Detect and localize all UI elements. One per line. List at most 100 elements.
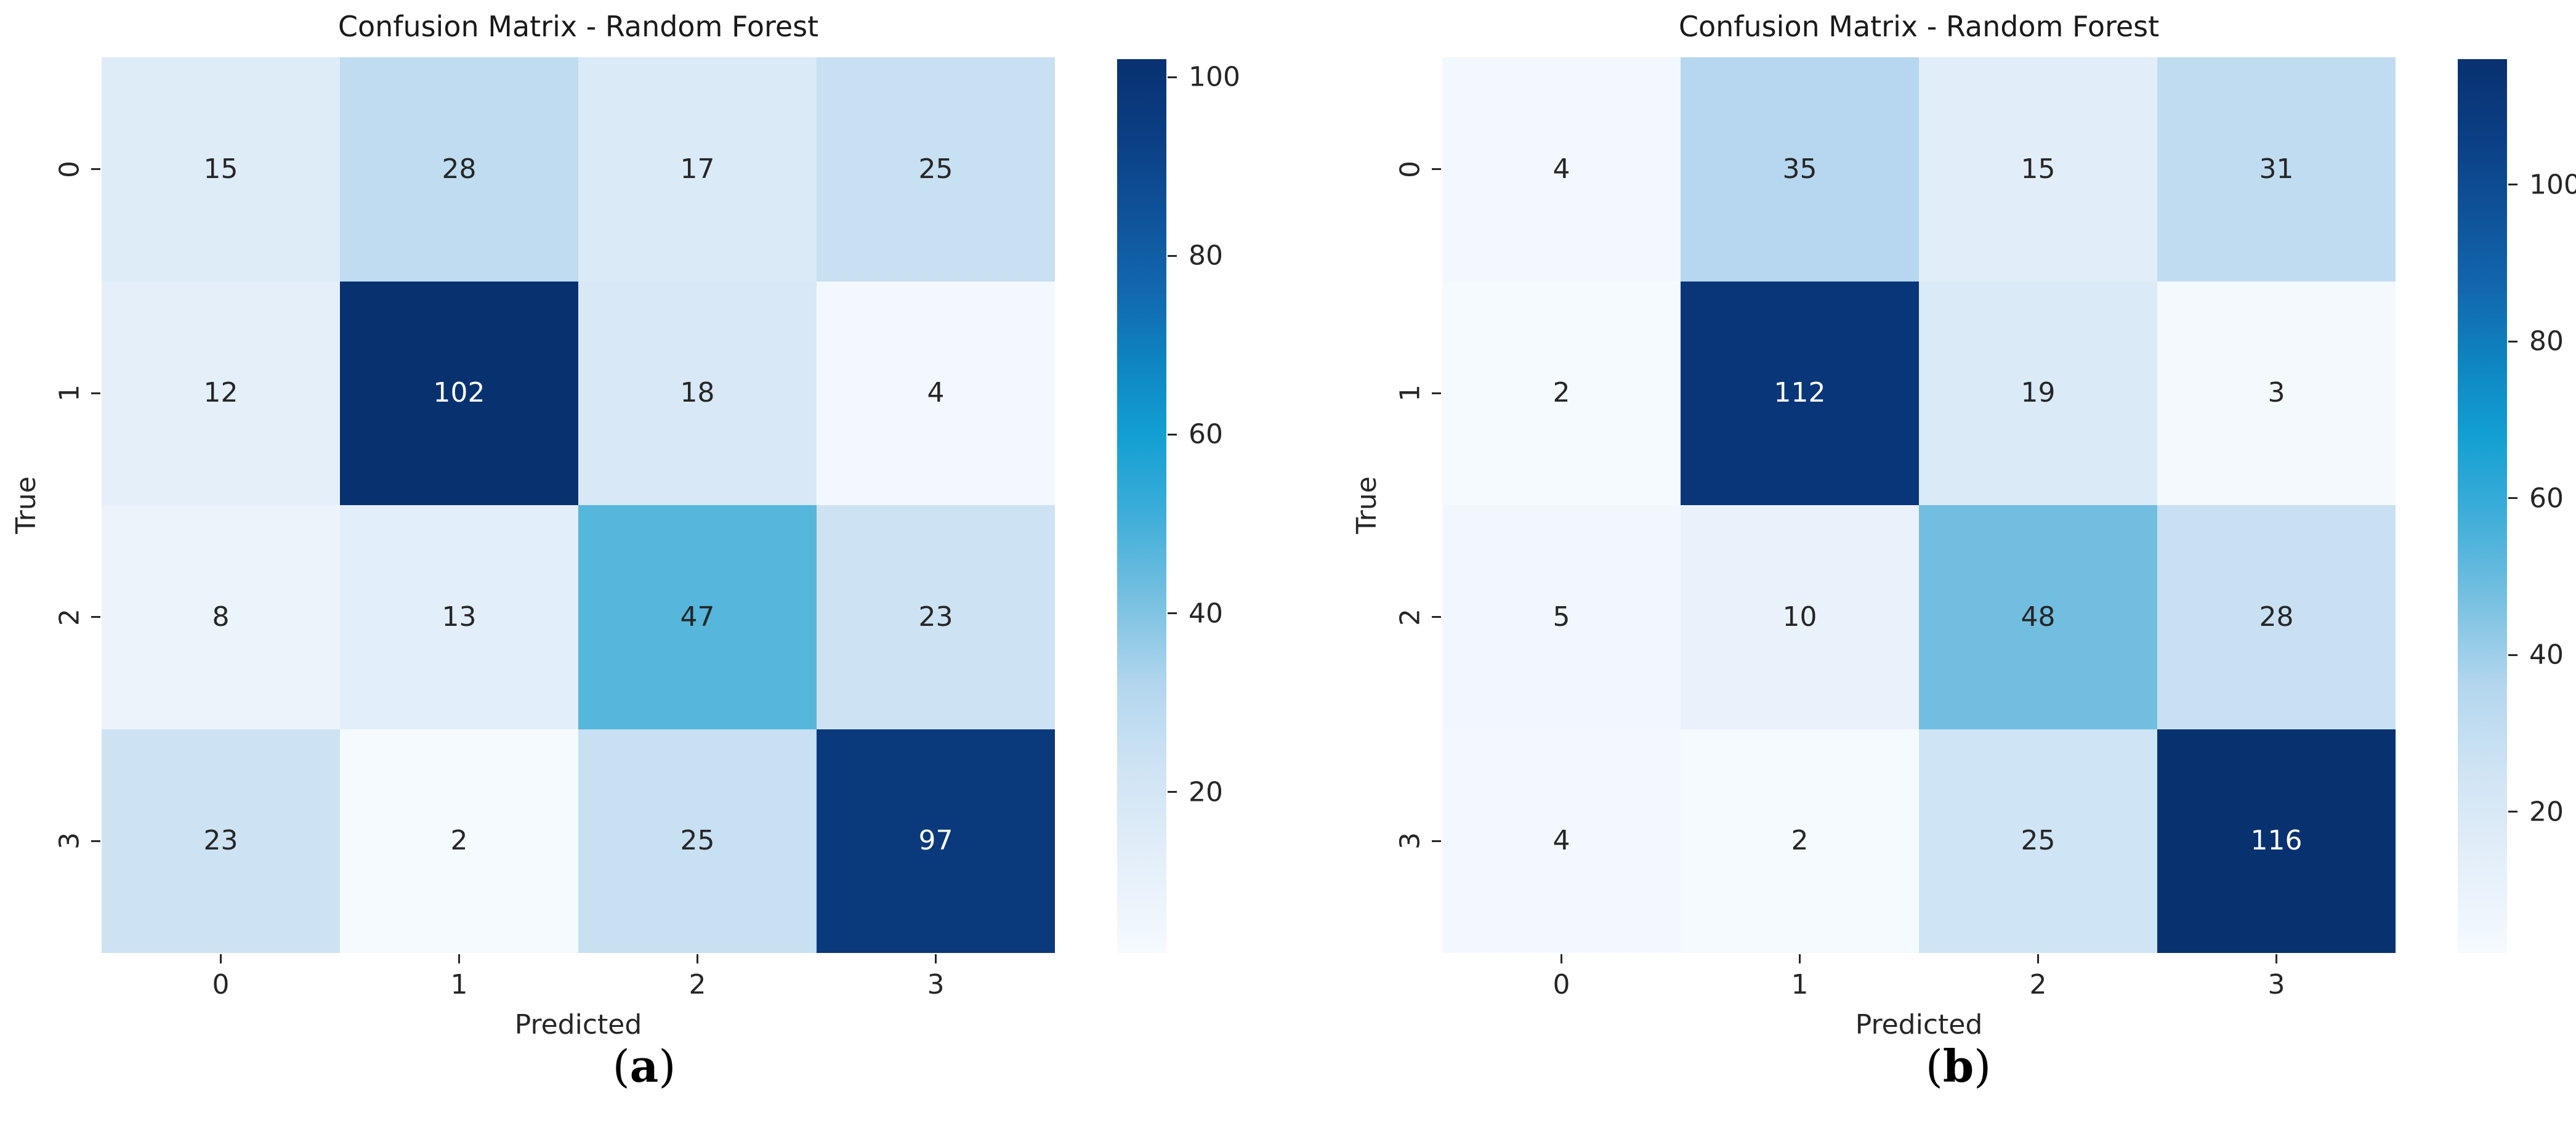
heatmap-cell: 25 bbox=[817, 57, 1055, 282]
caption-letter: b bbox=[1942, 1040, 1974, 1092]
colorbar-tick-label: 60 bbox=[2529, 482, 2564, 514]
subfigure-label-b: (b) bbox=[1341, 1040, 2576, 1092]
heatmap-cell: 112 bbox=[1681, 281, 1919, 505]
heatmap-cell: 2 bbox=[1681, 729, 1919, 953]
colorbar-gradient bbox=[2458, 59, 2507, 953]
x-tick-label: 0 bbox=[1552, 969, 1570, 1000]
x-tick-label: 2 bbox=[2029, 969, 2047, 1000]
colorbar-tick-mark bbox=[1168, 612, 1177, 615]
colorbar-tick-label: 100 bbox=[1189, 61, 1240, 93]
colorbar-tick-label: 80 bbox=[2529, 325, 2564, 357]
x-tick-mark bbox=[1561, 954, 1562, 963]
heatmap-cell: 18 bbox=[578, 281, 817, 505]
y-tick-label: 1 bbox=[1394, 384, 1426, 402]
heatmap-cell: 3 bbox=[2157, 281, 2396, 505]
y-tick-label: 3 bbox=[54, 832, 86, 850]
heatmap-cell: 28 bbox=[2157, 505, 2396, 729]
colorbar-tick-mark bbox=[2508, 811, 2517, 813]
y-tick-mark bbox=[1432, 616, 1441, 618]
chart-title: Confusion Matrix - Random Forest bbox=[1678, 10, 2160, 43]
chart-title: Confusion Matrix - Random Forest bbox=[337, 10, 819, 43]
heatmap-cell: 25 bbox=[1919, 729, 2157, 953]
heatmap-cell: 2 bbox=[340, 729, 578, 953]
y-tick-label: 0 bbox=[54, 160, 86, 178]
x-tick-label: 1 bbox=[450, 969, 468, 1000]
y-tick-mark bbox=[1432, 840, 1441, 842]
heatmap-cell: 4 bbox=[1442, 57, 1681, 282]
colorbar-tick-mark bbox=[1168, 791, 1177, 793]
x-tick-label: 2 bbox=[688, 969, 706, 1000]
caption-paren-open: ( bbox=[1925, 1040, 1943, 1092]
colorbar-tick-label: 60 bbox=[1189, 418, 1223, 450]
x-tick-label: 0 bbox=[212, 969, 230, 1000]
x-tick-mark bbox=[935, 954, 937, 963]
x-tick-label: 3 bbox=[2267, 969, 2285, 1000]
heatmap-cell: 28 bbox=[340, 57, 578, 282]
heatmap-cell: 116 bbox=[2157, 729, 2396, 953]
y-tick-mark bbox=[1432, 168, 1441, 171]
x-tick-mark bbox=[2037, 954, 2039, 963]
confusion-matrix-panel-a: Confusion Matrix - Random Forest True 15… bbox=[0, 10, 1288, 1092]
y-tick-mark bbox=[91, 168, 100, 171]
heatmap-cell: 102 bbox=[340, 281, 578, 505]
heatmap-cell: 2 bbox=[1442, 281, 1681, 505]
colorbar-gradient bbox=[1117, 59, 1166, 953]
y-axis-label: True bbox=[1351, 476, 1383, 534]
colorbar-tick-label: 20 bbox=[2529, 796, 2564, 828]
x-tick-mark bbox=[2275, 954, 2277, 963]
heatmap-cell: 47 bbox=[578, 505, 817, 729]
colorbar bbox=[2458, 59, 2507, 953]
heatmap-cell: 23 bbox=[102, 729, 340, 953]
y-axis-label: True bbox=[10, 476, 42, 534]
heatmap-cell: 25 bbox=[578, 729, 817, 953]
heatmap-cell: 5 bbox=[1442, 505, 1681, 729]
subfigure-label-a: (a) bbox=[0, 1040, 1288, 1092]
heatmap-cell: 35 bbox=[1681, 57, 1919, 282]
y-tick-label: 1 bbox=[54, 384, 86, 402]
colorbar-tick-label: 20 bbox=[1189, 776, 1223, 808]
heatmap-cell: 8 bbox=[102, 505, 340, 729]
colorbar-tick-label: 80 bbox=[1189, 240, 1223, 272]
x-tick-mark bbox=[696, 954, 698, 963]
heatmap-grid: 4 35 15 31 2 112 19 3 5 10 48 28 4 2 25 116 bbox=[1442, 57, 2396, 953]
x-tick-mark bbox=[458, 954, 460, 963]
colorbar-tick-label: 100 bbox=[2529, 169, 2576, 201]
x-tick-mark bbox=[220, 954, 222, 963]
x-axis-label: Predicted bbox=[514, 1009, 642, 1040]
colorbar-tick-mark bbox=[1168, 433, 1177, 436]
colorbar-tick-label: 40 bbox=[2529, 639, 2564, 671]
colorbar-tick-mark bbox=[1168, 254, 1177, 257]
heatmap-cell: 31 bbox=[2157, 57, 2396, 282]
y-tick-label: 2 bbox=[54, 608, 86, 626]
colorbar-tick-mark bbox=[1168, 76, 1177, 78]
heatmap-cell: 12 bbox=[102, 281, 340, 505]
heatmap-cell: 13 bbox=[340, 505, 578, 729]
y-tick-label: 3 bbox=[1394, 832, 1426, 850]
heatmap-cell: 48 bbox=[1919, 505, 2157, 729]
colorbar-tick-mark bbox=[2508, 184, 2517, 186]
heatmap-cell: 97 bbox=[817, 729, 1055, 953]
heatmap-cell: 15 bbox=[102, 57, 340, 282]
x-axis-label: Predicted bbox=[1855, 1009, 1983, 1040]
heatmap-cell: 17 bbox=[578, 57, 817, 282]
caption-paren-close: ) bbox=[658, 1040, 676, 1092]
heatmap-grid: 15 28 17 25 12 102 18 4 8 13 47 23 23 2 25 97 bbox=[102, 57, 1055, 953]
heatmap-cell: 4 bbox=[1442, 729, 1681, 953]
colorbar-tick-mark bbox=[2508, 340, 2517, 343]
heatmap-cell: 15 bbox=[1919, 57, 2157, 282]
x-tick-label: 3 bbox=[927, 969, 945, 1000]
y-tick-mark bbox=[91, 840, 100, 842]
heatmap-cell: 4 bbox=[817, 281, 1055, 505]
colorbar-tick-mark bbox=[2508, 654, 2517, 656]
caption-paren-open: ( bbox=[612, 1040, 630, 1092]
heatmap-cell: 19 bbox=[1919, 281, 2157, 505]
y-tick-mark bbox=[1432, 392, 1441, 394]
colorbar-tick-label: 40 bbox=[1189, 598, 1223, 630]
x-tick-label: 1 bbox=[1791, 969, 1809, 1000]
colorbar-tick-mark bbox=[2508, 497, 2517, 500]
x-tick-mark bbox=[1799, 954, 1801, 963]
y-tick-label: 2 bbox=[1394, 608, 1426, 626]
y-tick-label: 0 bbox=[1394, 160, 1426, 178]
